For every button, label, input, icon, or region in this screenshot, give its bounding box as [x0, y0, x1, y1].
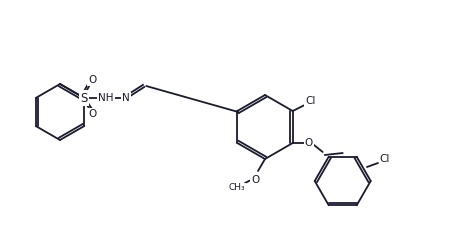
Text: CH₃: CH₃ [228, 183, 245, 192]
Text: N: N [122, 93, 130, 103]
Text: S: S [80, 91, 88, 104]
Text: Cl: Cl [380, 154, 390, 164]
Text: O: O [251, 175, 259, 185]
Text: O: O [88, 75, 96, 85]
Text: O: O [304, 138, 313, 148]
Text: Cl: Cl [306, 96, 316, 106]
Text: NH: NH [99, 93, 114, 103]
Text: O: O [88, 109, 96, 119]
